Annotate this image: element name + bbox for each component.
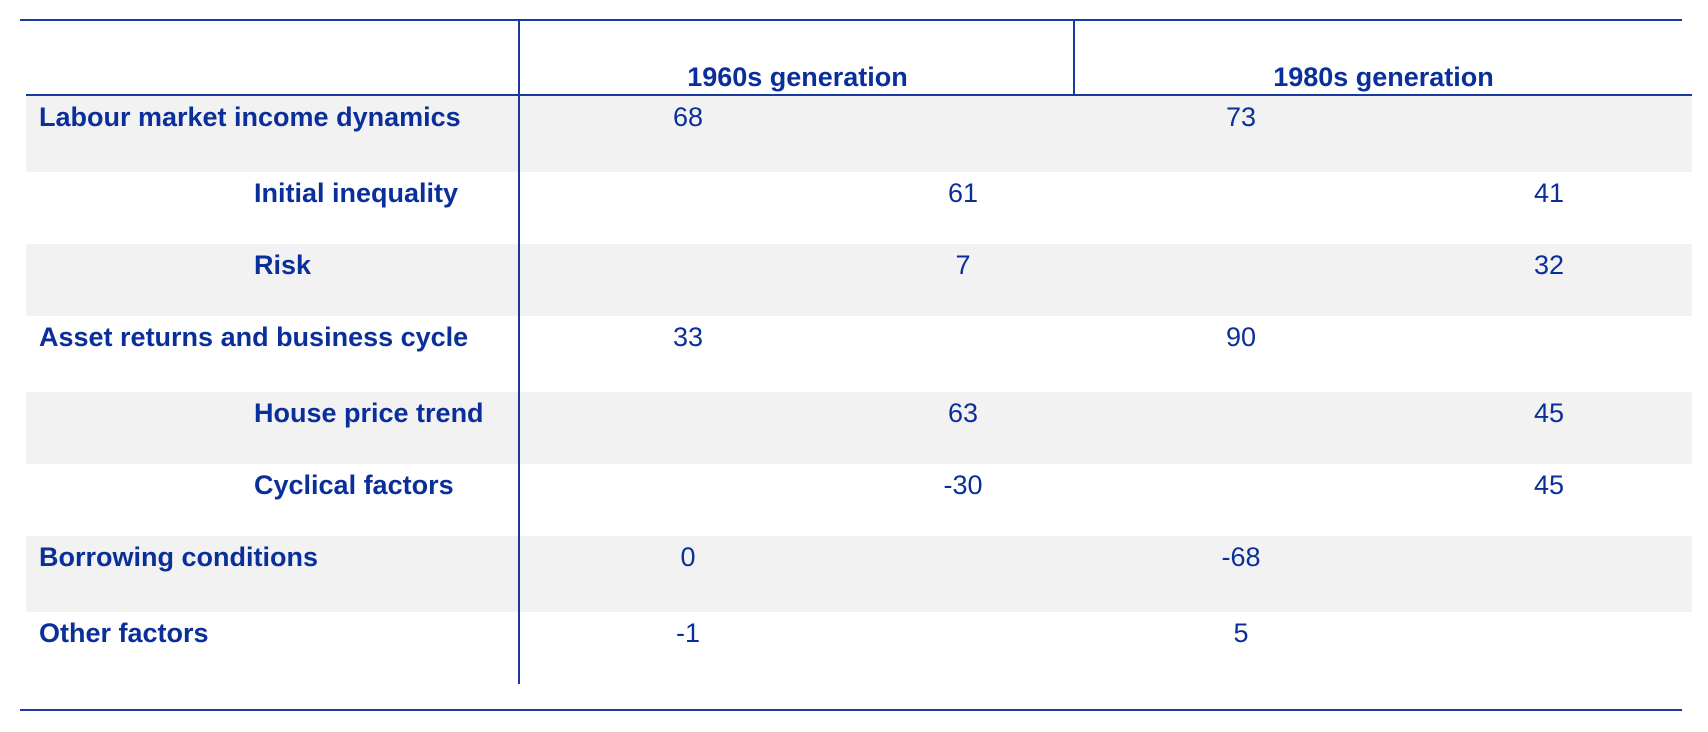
row-sublabel: Initial inequality [254, 178, 459, 208]
cell-1960s: 33 [672, 322, 704, 352]
row-label: Borrowing conditions [39, 542, 318, 572]
cell-1980s: 5 [1233, 618, 1249, 648]
row-sublabel: House price trend [254, 398, 484, 428]
table-row: Asset returns and business cycle 33 90 [26, 316, 1692, 392]
table-row: Labour market income dynamics 68 73 [26, 96, 1692, 172]
table-row: Other factors -1 5 [26, 612, 1692, 684]
table-row: Risk 7 32 [26, 244, 1692, 316]
label-column-divider [518, 19, 520, 684]
cell-1960s: -1 [675, 618, 700, 648]
table-row: Borrowing conditions 0 -68 [26, 536, 1692, 612]
row-sublabel: Risk [254, 250, 312, 280]
column-header-1960s: 1960s generation [687, 62, 908, 92]
cell-1960s: -30 [943, 470, 983, 500]
header-column-divider [1073, 19, 1075, 95]
table-row: Cyclical factors -30 45 [26, 464, 1692, 536]
column-header-1980s: 1980s generation [1273, 62, 1494, 92]
cell-1960s: 7 [955, 250, 971, 280]
cell-1980s: 73 [1225, 102, 1257, 132]
cell-1980s: 45 [1533, 470, 1565, 500]
top-rule [20, 19, 1682, 21]
header-rule [26, 94, 1692, 96]
cell-1980s: 45 [1533, 398, 1565, 428]
table-row: House price trend 63 45 [26, 392, 1692, 464]
cell-1960s: 63 [947, 398, 979, 428]
row-label: Asset returns and business cycle [39, 322, 469, 352]
cell-1960s: 61 [947, 178, 979, 208]
row-sublabel: Cyclical factors [254, 470, 454, 500]
cell-1980s: 32 [1533, 250, 1565, 280]
table-row: Initial inequality 61 41 [26, 172, 1692, 244]
bottom-rule [20, 709, 1682, 711]
cell-1960s: 68 [672, 102, 704, 132]
cell-1960s: 0 [680, 542, 696, 572]
cell-1980s: -68 [1221, 542, 1261, 572]
cell-1980s: 90 [1225, 322, 1257, 352]
row-label: Other factors [39, 618, 209, 648]
cell-1980s: 41 [1533, 178, 1565, 208]
row-label: Labour market income dynamics [39, 102, 461, 132]
